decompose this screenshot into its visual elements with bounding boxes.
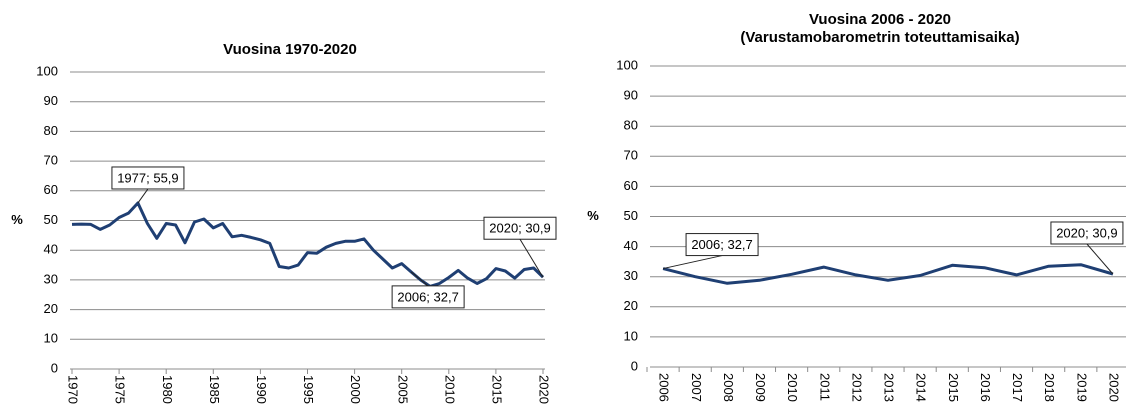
y-tick-label: 60 — [624, 178, 638, 193]
annotation-text: 2006; 32,7 — [397, 289, 458, 304]
x-tick-label: 2006 — [657, 373, 672, 402]
annotation-text: 2020; 30,9 — [1056, 225, 1117, 240]
x-tick-label: 1985 — [207, 375, 222, 404]
data-line — [662, 263, 1114, 285]
y-tick-label: 100 — [616, 57, 638, 72]
annotation-text: 2006; 32,7 — [691, 237, 752, 252]
x-tick-label: 2014 — [914, 373, 929, 402]
data-line — [71, 201, 545, 288]
x-tick-label: 2000 — [348, 375, 363, 404]
x-tick-label: 2018 — [1042, 373, 1057, 402]
x-tick-label: 1970 — [66, 375, 81, 404]
x-tick-label: 2015 — [489, 375, 504, 404]
annotation-pointer — [662, 255, 723, 270]
y-tick-label: 30 — [624, 268, 638, 283]
y-tick-label: 0 — [631, 358, 638, 373]
x-tick-label: 2010 — [442, 375, 457, 404]
annotation-box — [111, 166, 185, 190]
y-tick-label: 90 — [44, 93, 58, 108]
annotation-text: 2020; 30,9 — [489, 221, 550, 236]
x-tick-label: 1975 — [113, 375, 128, 404]
chart-title: Vuosina 2006 - 2020 — [809, 11, 951, 28]
y-tick-label: 0 — [51, 360, 58, 375]
annotation-box — [483, 216, 557, 240]
y-tick-label: 10 — [624, 328, 638, 343]
annotation-pointer — [410, 271, 429, 287]
x-tick-label: 2009 — [753, 373, 768, 402]
x-tick-label: 2008 — [721, 373, 736, 402]
y-tick-label: 40 — [624, 238, 638, 253]
annotation-box — [391, 285, 465, 309]
y-tick-label: 50 — [624, 208, 638, 223]
annotation-box — [685, 233, 759, 257]
x-tick-label: 2012 — [849, 373, 864, 402]
x-tick-label: 1980 — [160, 375, 175, 404]
x-tick-label: 2007 — [689, 373, 704, 402]
chart-subtitle: (Varustamobarometrin toteuttamisaika) — [740, 29, 1019, 46]
annotation-pointer — [519, 238, 544, 278]
x-tick-label: 2011 — [817, 373, 832, 401]
y-tick-label: 80 — [624, 118, 638, 133]
y-axis-label: % — [587, 208, 599, 223]
annotation-text: 1977; 55,9 — [117, 170, 178, 185]
y-tick-label: 70 — [44, 153, 58, 168]
y-tick-label: 70 — [624, 148, 638, 163]
y-tick-label: 100 — [36, 63, 58, 78]
x-tick-label: 1995 — [301, 375, 316, 404]
y-tick-label: 60 — [44, 182, 58, 197]
y-tick-label: 20 — [44, 301, 58, 316]
x-tick-label: 2005 — [395, 375, 410, 404]
y-axis-label: % — [11, 212, 23, 227]
annotation-pointer — [1086, 243, 1114, 275]
chart-title: Vuosina 1970-2020 — [223, 41, 357, 58]
annotation-pointer — [137, 188, 149, 204]
y-tick-label: 10 — [44, 331, 58, 346]
x-tick-label: 2016 — [978, 373, 993, 402]
x-tick-label: 2017 — [1010, 373, 1025, 402]
y-tick-label: 20 — [624, 298, 638, 313]
y-tick-label: 90 — [624, 88, 638, 103]
y-tick-label: 40 — [44, 242, 58, 257]
x-tick-label: 2019 — [1074, 373, 1089, 402]
y-tick-label: 50 — [44, 212, 58, 227]
x-tick-label: 2020 — [537, 375, 552, 404]
x-tick-label: 2010 — [785, 373, 800, 402]
annotation-box — [1050, 221, 1124, 245]
x-tick-label: 2015 — [946, 373, 961, 402]
x-tick-label: 2013 — [882, 373, 897, 402]
x-tick-label: 2020 — [1106, 373, 1121, 402]
y-tick-label: 80 — [44, 123, 58, 138]
x-tick-label: 1990 — [254, 375, 269, 404]
y-tick-label: 30 — [44, 271, 58, 286]
